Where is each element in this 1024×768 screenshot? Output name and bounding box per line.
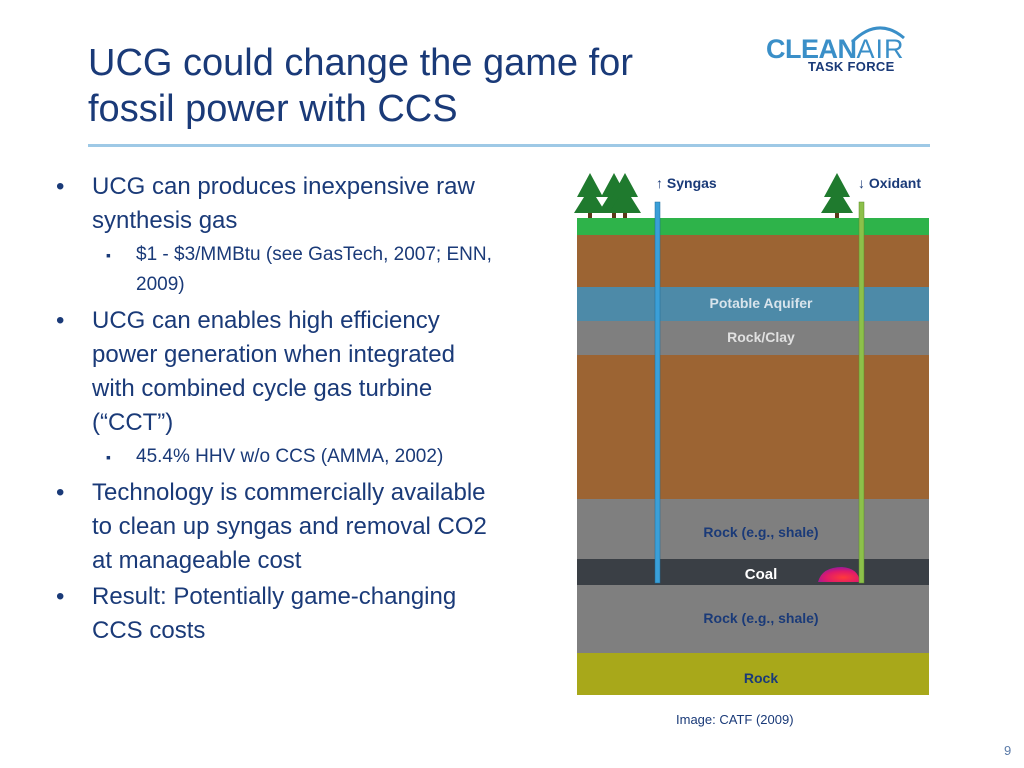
slide-title: UCG could change the game for fossil pow… [88, 40, 728, 132]
shale-upper-label: Rock (e.g., shale) [703, 524, 818, 540]
shale-upper-layer [577, 499, 929, 559]
title-divider [88, 144, 930, 147]
bullet-item: Technology is commercially available to … [44, 476, 504, 578]
image-caption: Image: CATF (2009) [676, 712, 794, 727]
bullet-list: UCG can produces inexpensive raw synthes… [44, 170, 504, 650]
title-line-1: UCG could change the game for [88, 42, 633, 84]
page-number: 9 [1004, 743, 1012, 758]
logo-arc-icon [850, 26, 905, 44]
syngas-pipe [654, 201, 661, 584]
rockclay-layer [577, 321, 929, 355]
shale-lower-layer [577, 585, 929, 653]
grass-layer [577, 218, 929, 235]
aquifer-label: Potable Aquifer [710, 295, 813, 311]
logo-word-air: AIR [856, 34, 905, 64]
aquifer-layer [577, 287, 929, 321]
logo-word-clean: CLEAN [766, 34, 857, 64]
bedrock-label: Rock [744, 670, 778, 686]
soil-layer [577, 235, 929, 287]
oxidant-label: ↓ Oxidant [858, 175, 921, 191]
gasification-zone [818, 567, 860, 582]
shale-lower-label: Rock (e.g., shale) [703, 610, 818, 626]
bullet-item: UCG can enables high efficiency power ge… [44, 304, 504, 440]
coal-layer [577, 559, 929, 585]
title-line-2: fossil power with CCS [88, 88, 458, 130]
rockclay-label: Rock/Clay [727, 329, 795, 345]
clean-air-task-force-logo: CLEANAIR TASK FORCE [766, 22, 946, 78]
logo-wordmark: CLEANAIR [766, 34, 905, 65]
tree-icon [821, 173, 853, 219]
syngas-label: ↑ Syngas [656, 175, 717, 191]
ucg-cross-section-diagram: ↑ Syngas ↓ Oxidant Potable Aquifer Rock/… [574, 173, 929, 695]
bedrock-layer [577, 653, 929, 695]
tree-icon [609, 173, 641, 219]
logo-subtitle: TASK FORCE [808, 59, 895, 74]
sub-bullet-item: $1 - $3/MMBtu (see GasTech, 2007; ENN, 2… [44, 240, 504, 300]
tree-icon [574, 173, 606, 219]
soil-layer-deep [577, 355, 929, 499]
oxidant-pipe [858, 201, 865, 584]
coal-label: Coal [745, 566, 778, 583]
bullet-item: UCG can produces inexpensive raw synthes… [44, 170, 504, 238]
bullet-item: Result: Potentially game-changing CCS co… [44, 580, 504, 648]
sub-bullet-item: 45.4% HHV w/o CCS (AMMA, 2002) [44, 442, 504, 472]
